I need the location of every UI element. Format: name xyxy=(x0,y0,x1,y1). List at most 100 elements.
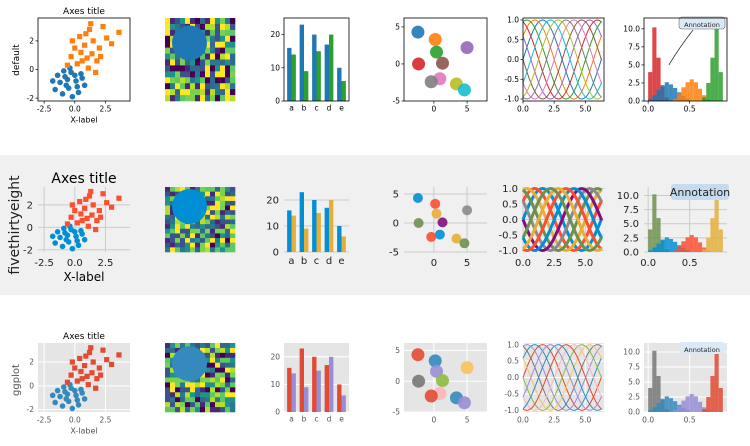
heatmap-cell xyxy=(170,407,176,413)
heatmap-cell xyxy=(210,372,216,378)
bar xyxy=(316,51,321,101)
heatmap-cell xyxy=(165,242,171,248)
scatter-point xyxy=(100,347,106,353)
y-tick-label: 10 xyxy=(270,380,280,389)
heatmap-cell xyxy=(205,89,211,96)
heatmap-cell xyxy=(180,392,186,398)
scatter-point xyxy=(82,205,88,211)
heatmap-cell xyxy=(180,238,186,244)
scatter-point xyxy=(64,232,71,238)
category-tick-label: b xyxy=(301,256,307,267)
y-tick-label: 10.0 xyxy=(623,348,640,357)
histogram-bar xyxy=(652,95,657,101)
scatter-point xyxy=(93,69,99,75)
category-tick-label: b xyxy=(302,104,307,113)
histogram-bar xyxy=(681,87,686,101)
heatmap-cell xyxy=(225,402,231,408)
bar xyxy=(304,71,309,101)
histogram-bar xyxy=(693,237,698,252)
sine-line xyxy=(522,19,602,100)
row-label-default: default xyxy=(12,44,22,76)
x-tick-label: 0.0 xyxy=(67,258,83,269)
sine-line xyxy=(522,344,602,411)
heatmap-cell xyxy=(225,77,231,84)
heatmap-cell xyxy=(175,407,181,413)
heatmap-cell xyxy=(165,89,171,96)
axes-title: Axes title xyxy=(63,7,105,17)
heatmap-cell xyxy=(210,367,216,373)
heatmap-cell xyxy=(230,71,236,78)
histogram-bar xyxy=(673,241,678,252)
histogram-bar xyxy=(710,376,715,412)
heatmap-cell xyxy=(165,247,171,253)
x-axis-label: X-label xyxy=(70,116,97,125)
heatmap-cell xyxy=(210,238,216,244)
x-tick-label: 2.5 xyxy=(548,416,560,425)
heatmap-cell xyxy=(170,23,176,31)
heatmap-cell xyxy=(230,219,236,225)
histogram-bar xyxy=(702,97,707,101)
heatmap-cell xyxy=(165,347,171,354)
category-tick-label: e xyxy=(338,256,344,267)
heatmap-cell xyxy=(180,382,186,388)
scatter-circle xyxy=(428,32,442,46)
scatter-point xyxy=(89,212,95,218)
heatmap-cell xyxy=(190,59,196,66)
heatmap-cell xyxy=(220,77,226,84)
heatmap-cell xyxy=(175,95,181,102)
y-tick-label: 2.5 xyxy=(628,393,640,402)
heatmap-cell xyxy=(190,228,196,234)
annotation-text: Annotation xyxy=(684,21,720,29)
heatmap-cell xyxy=(195,233,201,239)
scatter-point xyxy=(73,392,79,399)
heatmap-cell xyxy=(165,83,171,90)
heatmap-cell xyxy=(220,407,226,413)
heatmap-cell xyxy=(230,191,236,197)
scatter-point xyxy=(57,393,63,400)
heatmap-cell xyxy=(170,47,176,54)
heatmap-cell xyxy=(170,352,176,359)
heatmap-cell xyxy=(230,228,236,234)
heatmap-cell xyxy=(185,228,191,234)
heatmap-cell xyxy=(220,18,226,25)
y-tick-label: 20 xyxy=(266,196,279,207)
heatmap-cell xyxy=(165,233,171,239)
heatmap-cell xyxy=(195,247,201,253)
category-tick-label: a xyxy=(289,415,294,424)
panel-ggplot-histogram: Annotation 0.0 2.5 5.0 7.5 10.0 0.0 0.5 xyxy=(623,342,727,425)
histogram-bar xyxy=(664,396,669,412)
heatmap-cell xyxy=(220,65,226,72)
heatmap-cell xyxy=(170,65,176,72)
bar xyxy=(291,54,296,101)
heatmap-cell xyxy=(200,224,206,230)
heatmap-cell xyxy=(220,95,226,102)
scatter-point xyxy=(81,236,88,243)
histogram-bar xyxy=(697,88,703,101)
bar xyxy=(299,348,304,412)
scatter-point xyxy=(83,196,89,202)
scatter-point xyxy=(60,384,67,390)
heatmap-cell xyxy=(185,242,191,248)
heatmap-cell xyxy=(195,397,201,403)
heatmap-cell xyxy=(185,343,191,349)
heatmap-cell xyxy=(190,402,196,408)
heatmap-cell xyxy=(215,41,221,48)
scatter-point xyxy=(75,402,82,408)
sine-line xyxy=(522,19,603,100)
heatmap-cell xyxy=(225,89,231,96)
heatmap-cell xyxy=(170,343,176,349)
heatmap-cell xyxy=(230,35,236,43)
heatmap-cell xyxy=(225,196,231,202)
histogram-bar xyxy=(685,82,690,101)
heatmap-cell xyxy=(205,95,211,102)
panel-default-bar: a b c d e 0 10 20 xyxy=(270,17,350,113)
heatmap-cell xyxy=(230,29,236,37)
heatmap-cell xyxy=(215,407,221,413)
heatmap-cell xyxy=(200,228,206,234)
heatmap-cell xyxy=(210,53,216,60)
x-tick-label: 2.5 xyxy=(98,258,114,269)
heatmap-cell xyxy=(165,95,171,102)
panel-ggplot-scatter: -2 0 2 -2.5 0.0 2.5 Axes title X-label xyxy=(27,332,130,436)
panel-fivethirtyeight-histogram: Annotation 0.0 2.5 5.0 7.5 10.0 0.0 0.5 xyxy=(617,184,730,269)
y-tick-label: -5 xyxy=(393,408,401,417)
